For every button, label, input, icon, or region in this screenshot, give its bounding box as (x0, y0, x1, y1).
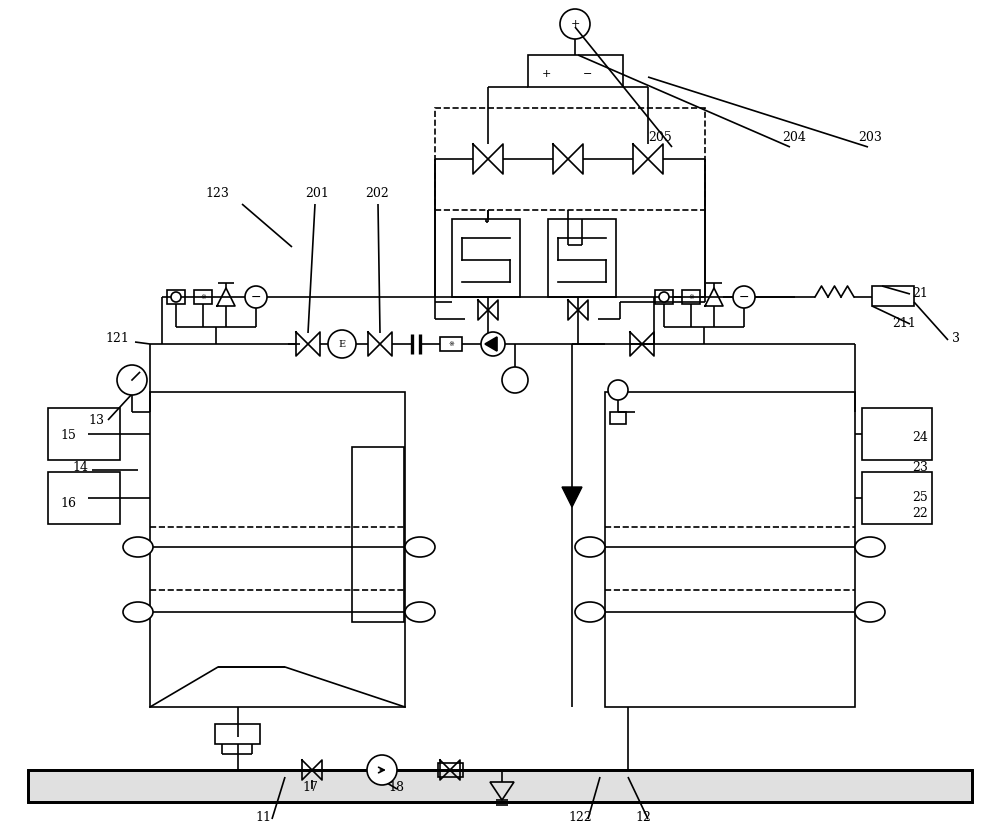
Bar (610, 412, 626, 424)
Bar (48, 408, 120, 460)
Bar (150, 392, 405, 707)
Bar (528, 55, 623, 87)
Bar (605, 392, 855, 707)
Text: 22: 22 (912, 507, 928, 520)
Text: ※: ※ (448, 341, 454, 347)
Text: 13: 13 (88, 414, 104, 427)
Text: 25: 25 (912, 491, 928, 504)
Bar (167, 290, 185, 304)
Bar (28, 770, 972, 802)
Bar (452, 219, 520, 297)
Bar (872, 286, 914, 306)
Ellipse shape (855, 602, 885, 622)
Text: 202: 202 (365, 187, 389, 200)
Bar (438, 763, 463, 777)
Circle shape (560, 9, 590, 39)
Text: +: + (570, 19, 580, 29)
Circle shape (171, 292, 181, 302)
Bar (655, 290, 673, 304)
Text: 205: 205 (648, 131, 672, 144)
Ellipse shape (855, 537, 885, 557)
Text: 3: 3 (952, 332, 960, 345)
Circle shape (367, 755, 397, 785)
Bar (435, 108, 705, 210)
Text: +: + (541, 69, 551, 79)
Text: 203: 203 (858, 131, 882, 144)
Text: 24: 24 (912, 431, 928, 444)
Bar (862, 472, 932, 524)
Ellipse shape (405, 602, 435, 622)
Circle shape (502, 367, 528, 393)
Text: E: E (338, 339, 346, 349)
Text: 123: 123 (205, 187, 229, 200)
Polygon shape (485, 337, 497, 351)
Bar (440, 337, 462, 351)
Text: −: − (583, 69, 593, 79)
Text: ※: ※ (200, 294, 206, 300)
Bar (548, 219, 616, 297)
Text: 23: 23 (912, 461, 928, 474)
Bar (682, 290, 700, 304)
Text: 17: 17 (302, 781, 318, 794)
Ellipse shape (575, 537, 605, 557)
Text: 204: 204 (782, 131, 806, 144)
Text: 21: 21 (912, 287, 928, 300)
Text: 14: 14 (72, 461, 88, 474)
Circle shape (481, 332, 505, 356)
Text: 201: 201 (305, 187, 329, 200)
Text: 211: 211 (892, 317, 916, 330)
Circle shape (328, 330, 356, 358)
Circle shape (659, 292, 669, 302)
Text: 18: 18 (388, 781, 404, 794)
Circle shape (117, 365, 147, 395)
Circle shape (608, 380, 628, 400)
Text: 11: 11 (255, 811, 271, 824)
Bar (194, 290, 212, 304)
Text: 16: 16 (60, 497, 76, 510)
Text: ※: ※ (688, 294, 694, 300)
Bar (862, 408, 932, 460)
Circle shape (245, 286, 267, 308)
Bar (352, 447, 404, 622)
Text: 122: 122 (568, 811, 592, 824)
Text: 15: 15 (60, 429, 76, 442)
Bar (48, 472, 120, 524)
Ellipse shape (123, 537, 153, 557)
Bar (215, 724, 260, 744)
Polygon shape (562, 487, 582, 507)
Text: 12: 12 (635, 811, 651, 824)
Text: −: − (251, 290, 261, 304)
Circle shape (733, 286, 755, 308)
Text: −: − (739, 290, 749, 304)
Bar (28, 770, 972, 802)
Ellipse shape (575, 602, 605, 622)
Ellipse shape (123, 602, 153, 622)
Ellipse shape (405, 537, 435, 557)
Text: 121: 121 (105, 332, 129, 345)
